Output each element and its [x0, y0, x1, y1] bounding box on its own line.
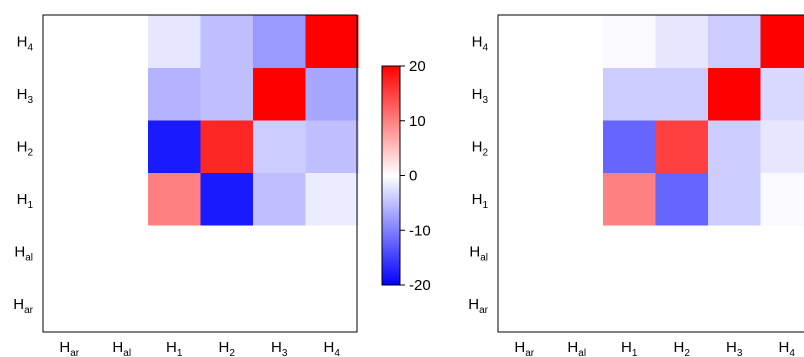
heatmap-cell [305, 120, 359, 173]
x-tick-label: Hal [567, 339, 586, 357]
x-tick-label: H1 [621, 339, 638, 357]
heatmap-cell [148, 120, 201, 173]
x-tick-label: Har [59, 339, 79, 357]
heatmap-cell [603, 15, 656, 68]
heatmap-cell [760, 67, 804, 121]
y-tick-label: Har [13, 296, 33, 316]
heatmap-cell [655, 67, 709, 121]
heatmap-cell [200, 172, 254, 226]
heatmap-cell [760, 172, 804, 226]
colorbar-tick-label: 10 [409, 113, 426, 130]
plot-frame [42, 14, 358, 333]
heatmap-cell [148, 172, 201, 226]
heatmap-cell [200, 67, 254, 121]
heatmap-cell [760, 15, 804, 68]
heatmap-cell [708, 15, 761, 68]
y-tick-label: Hal [14, 243, 33, 263]
x-tick-label: Hal [112, 339, 131, 357]
heatmap-cell [305, 15, 359, 68]
plot-frame [497, 14, 804, 333]
heatmap-cell [253, 67, 306, 121]
heatmap-cell [603, 67, 656, 121]
y-tick-label: H3 [17, 86, 34, 106]
y-tick-label: H4 [17, 33, 34, 53]
colorbar-tick-label: -20 [409, 277, 431, 294]
heatmap-cell [760, 120, 804, 173]
heatmap-cell [603, 172, 656, 226]
heatmap-cell [148, 15, 201, 68]
y-tick-label: Har [468, 296, 488, 316]
heatmap-cell [253, 15, 306, 68]
colorbar-tick-label: 0 [409, 168, 417, 185]
heatmap-cell [305, 172, 359, 226]
heatmap-cell [200, 15, 254, 68]
x-tick-label: H4 [324, 339, 341, 357]
x-tick-label: H1 [166, 339, 183, 357]
heatmap-cell [148, 67, 201, 121]
colorbar-tick-label: 20 [409, 58, 426, 75]
y-tick-label: H3 [472, 86, 489, 106]
heatmap-cell [655, 120, 709, 173]
y-tick-label: Hal [469, 243, 488, 263]
colorbar [381, 65, 401, 286]
x-tick-label: Har [514, 339, 534, 357]
y-tick-label: H1 [17, 191, 34, 211]
x-tick-label: H2 [674, 339, 691, 357]
y-tick-label: H2 [472, 138, 489, 158]
y-tick-label: H2 [17, 138, 34, 158]
heatmap-cell [253, 120, 306, 173]
y-tick-label: H4 [472, 33, 489, 53]
heatmap-cell [708, 172, 761, 226]
colorbar-tick-label: -10 [409, 222, 431, 239]
heatmap-cell [603, 120, 656, 173]
heatmap-cell [655, 172, 709, 226]
x-tick-label: H2 [219, 339, 236, 357]
y-tick-label: H1 [472, 191, 489, 211]
heatmap-cell [200, 120, 254, 173]
heatmap-cell [305, 67, 359, 121]
heatmap-cell [655, 15, 709, 68]
heatmap-cell [253, 172, 306, 226]
heatmap-cell [708, 120, 761, 173]
x-tick-label: H3 [271, 339, 288, 357]
x-tick-label: H4 [779, 339, 796, 357]
heatmap-cell [708, 67, 761, 121]
x-tick-label: H3 [726, 339, 743, 357]
